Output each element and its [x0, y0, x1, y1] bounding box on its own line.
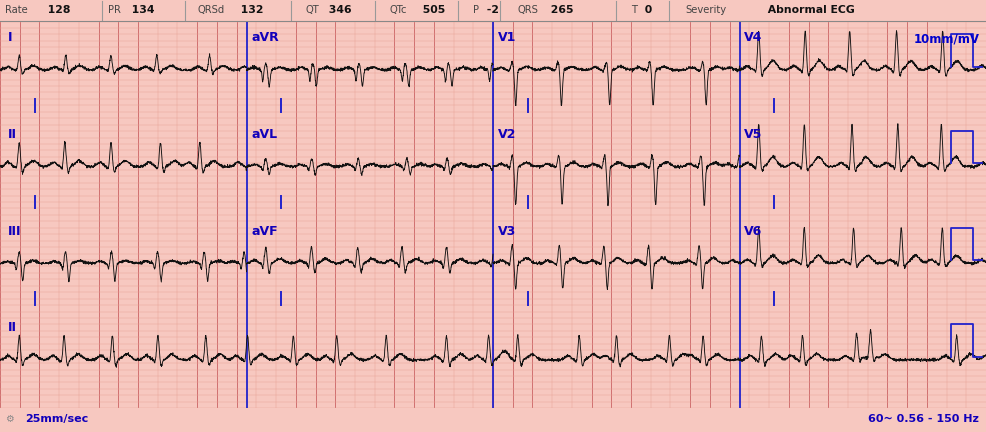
Text: V4: V4	[744, 31, 763, 44]
Text: III: III	[8, 225, 22, 238]
Text: ⚙: ⚙	[5, 414, 14, 424]
Text: P: P	[473, 5, 479, 16]
Text: 60~ 0.56 - 150 Hz: 60~ 0.56 - 150 Hz	[868, 414, 978, 424]
Text: I: I	[8, 31, 13, 44]
Text: QRS: QRS	[518, 5, 538, 16]
Text: V1: V1	[498, 31, 517, 44]
Text: T: T	[631, 5, 637, 16]
Text: 265: 265	[547, 5, 574, 16]
Text: Severity: Severity	[685, 5, 727, 16]
Text: Abnormal ECG: Abnormal ECG	[764, 5, 855, 16]
Text: V6: V6	[744, 225, 763, 238]
Text: 346: 346	[325, 5, 352, 16]
Text: PR: PR	[108, 5, 121, 16]
Text: 134: 134	[128, 5, 155, 16]
Text: 505: 505	[419, 5, 446, 16]
Text: II: II	[8, 321, 17, 334]
Text: II: II	[8, 128, 17, 141]
Text: 132: 132	[237, 5, 263, 16]
Text: QTc: QTc	[389, 5, 407, 16]
Text: aVR: aVR	[251, 31, 279, 44]
Text: QRSd: QRSd	[197, 5, 225, 16]
Text: aVF: aVF	[251, 225, 278, 238]
Text: V3: V3	[498, 225, 517, 238]
Text: -2: -2	[483, 5, 499, 16]
Text: Rate: Rate	[5, 5, 28, 16]
Text: aVL: aVL	[251, 128, 277, 141]
Text: 25mm/sec: 25mm/sec	[25, 414, 88, 424]
Text: QT: QT	[306, 5, 319, 16]
Text: 10mm/mV: 10mm/mV	[914, 32, 980, 45]
Text: V2: V2	[498, 128, 517, 141]
Text: 0: 0	[641, 5, 652, 16]
Text: 128: 128	[44, 5, 71, 16]
Text: V5: V5	[744, 128, 763, 141]
